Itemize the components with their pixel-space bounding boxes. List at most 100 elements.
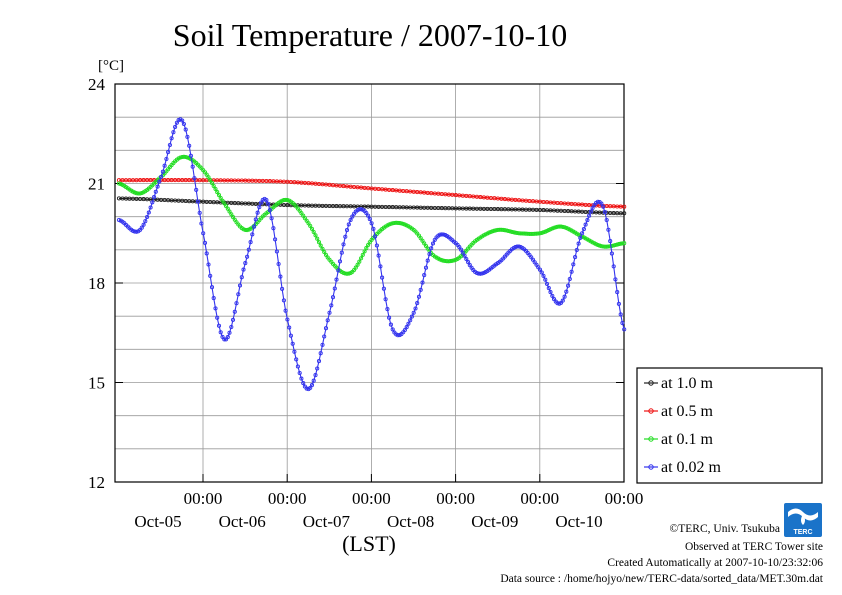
series-point — [290, 341, 295, 346]
series-point — [316, 359, 322, 364]
y-tick-label: 15 — [88, 374, 105, 393]
series-point — [341, 242, 346, 247]
y-tick-label: 18 — [88, 274, 105, 293]
series-point — [429, 246, 434, 251]
series-point — [245, 254, 250, 259]
series-point — [308, 385, 313, 390]
series-point — [202, 240, 208, 245]
series-point — [230, 215, 236, 220]
series-point — [281, 298, 286, 303]
series-point — [362, 249, 367, 254]
y-tick-label: 21 — [88, 175, 105, 194]
series-point — [423, 265, 429, 270]
series-point — [139, 225, 144, 230]
series-point — [590, 205, 595, 211]
series-point — [343, 234, 348, 239]
legend-label: at 1.0 m — [661, 375, 714, 392]
series-point — [213, 306, 218, 311]
series-point — [301, 381, 306, 386]
series-point — [330, 295, 336, 300]
series-point — [299, 376, 304, 381]
series-point — [208, 178, 213, 183]
series-point — [466, 260, 471, 265]
series-point — [381, 286, 386, 291]
series-point — [388, 221, 393, 226]
x-axis-label: (LST) — [342, 531, 396, 556]
series-point — [450, 258, 455, 263]
series-point — [344, 228, 350, 233]
series-point — [308, 223, 313, 228]
series-point — [367, 217, 372, 222]
series-point — [160, 169, 165, 174]
series-point — [320, 342, 325, 347]
series-point — [316, 240, 322, 245]
x-tick-date-label: Oct-06 — [219, 512, 266, 531]
series-point — [276, 261, 281, 267]
series-point — [215, 190, 220, 195]
series-point — [313, 373, 318, 378]
series-point — [215, 315, 220, 320]
series-point — [604, 217, 609, 223]
series-point — [155, 184, 160, 189]
series-point — [602, 210, 607, 215]
x-tick-date-label: Oct-07 — [303, 512, 351, 531]
series-point — [427, 252, 432, 257]
series-point — [611, 264, 616, 269]
series-point — [560, 298, 565, 303]
series-point — [560, 224, 565, 229]
series-point — [150, 200, 155, 205]
series-point — [116, 181, 122, 186]
series-point — [332, 286, 337, 291]
series-point — [309, 226, 315, 231]
series-point — [587, 213, 592, 218]
series-point — [408, 318, 413, 323]
series-point — [239, 275, 244, 280]
series-point — [588, 209, 593, 214]
series-point — [502, 228, 507, 233]
series-point — [567, 276, 572, 282]
series-point — [357, 259, 362, 264]
series-point — [597, 243, 602, 248]
series-point — [388, 322, 393, 327]
x-tick-time-label: 00:00 — [436, 489, 475, 508]
series-point — [185, 134, 190, 139]
series-point — [322, 249, 327, 255]
series-point — [145, 214, 150, 220]
series-point — [264, 198, 269, 203]
series-point — [364, 210, 369, 216]
series-point — [369, 221, 374, 226]
credit-created: Created Automatically at 2007-10-10/23:3… — [607, 557, 823, 569]
series-point — [204, 172, 209, 177]
series-point — [234, 301, 239, 306]
series-point — [162, 163, 167, 168]
series-point — [536, 231, 541, 236]
series-point — [159, 174, 164, 179]
x-tick-date-label: Oct-05 — [134, 512, 181, 531]
series-point — [387, 315, 392, 320]
series-point — [569, 269, 574, 274]
legend: at 1.0 m at 0.5 m at 0.1 m at 0.02 m — [636, 367, 823, 484]
series-point — [329, 303, 334, 308]
series-point — [285, 198, 290, 203]
series-point — [227, 209, 232, 214]
series-point — [237, 283, 243, 288]
series-point — [595, 199, 600, 204]
series-point — [266, 201, 271, 206]
series-point — [311, 378, 316, 383]
series-point — [422, 273, 427, 278]
series-point — [578, 235, 583, 240]
series-lines — [116, 117, 627, 392]
series-point — [134, 229, 139, 234]
series-point — [599, 201, 604, 206]
series-point — [346, 271, 351, 276]
series-point — [562, 294, 567, 299]
series-point — [166, 150, 171, 155]
series-point — [315, 236, 320, 241]
series-point — [183, 127, 188, 132]
series-point — [232, 309, 237, 314]
y-tick-label: 12 — [88, 473, 105, 492]
series-point — [441, 232, 446, 237]
series-point — [325, 318, 330, 323]
series-point — [574, 247, 579, 253]
series-point — [467, 263, 472, 268]
